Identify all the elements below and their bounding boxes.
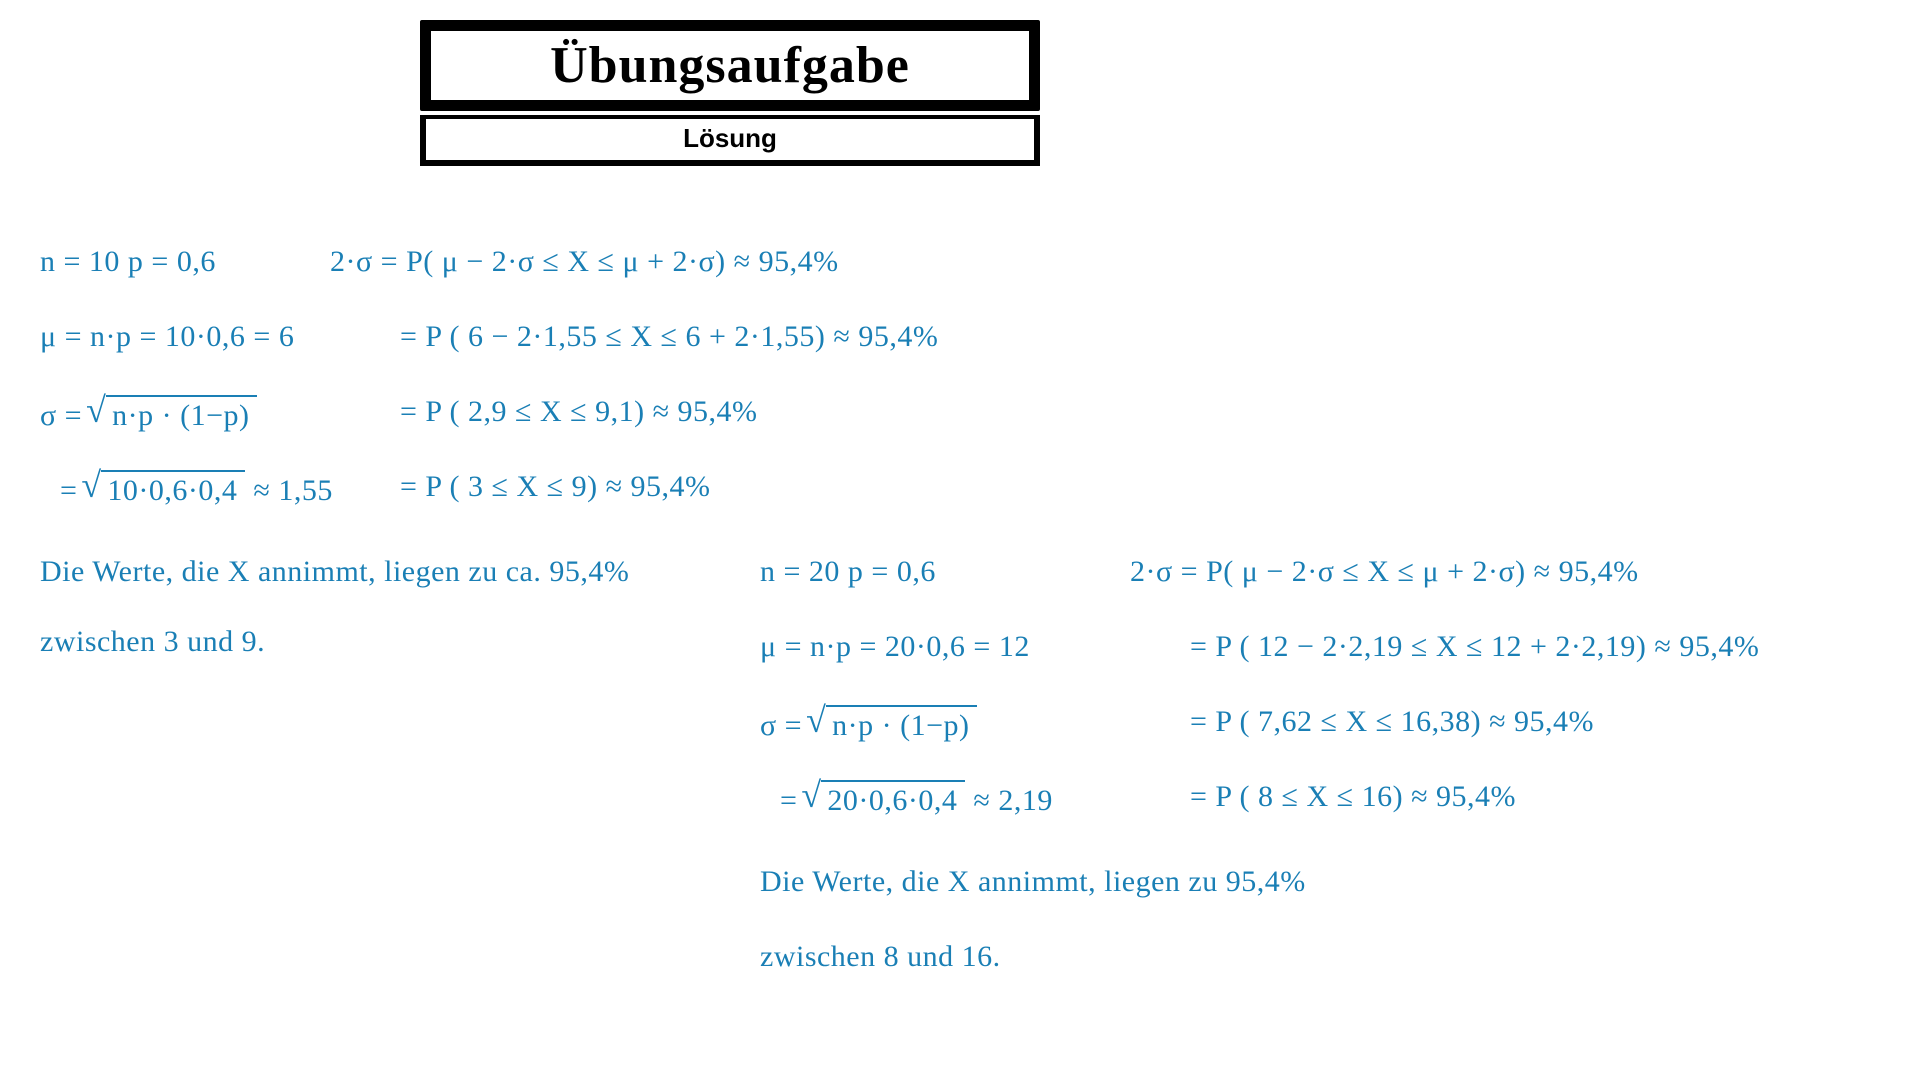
- b1-conclusion-1: Die Werte, die X annimmt, liegen zu ca. …: [40, 555, 629, 589]
- b1-sigma-rule: 2·σ = P( μ − 2·σ ≤ X ≤ μ + 2·σ) ≈ 95,4%: [330, 245, 839, 279]
- b1-sigma-rad: n·p · (1−p): [106, 395, 257, 433]
- title-frame: Übungsaufgabe: [420, 20, 1040, 111]
- b1-params: n = 10 p = 0,6: [40, 245, 216, 279]
- b2-p-sub3: = P ( 8 ≤ X ≤ 16) ≈ 95,4%: [1190, 780, 1516, 814]
- b1-sigma-approx: ≈ 1,55: [253, 474, 332, 507]
- b2-p-sub2: = P ( 7,62 ≤ X ≤ 16,38) ≈ 95,4%: [1190, 705, 1594, 739]
- b1-sigma-formula: σ = n·p · (1−p): [40, 395, 257, 433]
- header-block: Übungsaufgabe Lösung: [420, 20, 1040, 166]
- b1-sigma-eval-rad: 10·0,6·0,4: [101, 470, 245, 508]
- b2-sigma-rad: n·p · (1−p): [826, 705, 977, 743]
- b2-sigma-eval: = 20·0,6·0,4 ≈ 2,19: [780, 780, 1053, 818]
- b2-sigma-eval-rad: 20·0,6·0,4: [821, 780, 965, 818]
- page-title: Übungsaufgabe: [440, 36, 1020, 95]
- b1-sigma-pre: σ =: [40, 399, 82, 432]
- sqrt-icon: 10·0,6·0,4: [85, 470, 245, 508]
- b2-sigma-approx: ≈ 2,19: [973, 784, 1052, 817]
- b1-sigma-eq: =: [60, 474, 77, 507]
- sqrt-icon: n·p · (1−p): [90, 395, 257, 433]
- sqrt-icon: 20·0,6·0,4: [805, 780, 965, 818]
- b1-p-sub1: = P ( 6 − 2·1,55 ≤ X ≤ 6 + 2·1,55) ≈ 95,…: [400, 320, 938, 354]
- b2-params: n = 20 p = 0,6: [760, 555, 936, 589]
- b2-mu: μ = n·p = 20·0,6 = 12: [760, 630, 1030, 664]
- b2-p-sub1: = P ( 12 − 2·2,19 ≤ X ≤ 12 + 2·2,19) ≈ 9…: [1190, 630, 1759, 664]
- b2-sigma-pre: σ =: [760, 709, 802, 742]
- b1-p-sub2: = P ( 2,9 ≤ X ≤ 9,1) ≈ 95,4%: [400, 395, 758, 429]
- b1-p-sub3: = P ( 3 ≤ X ≤ 9) ≈ 95,4%: [400, 470, 711, 504]
- b2-sigma-formula: σ = n·p · (1−p): [760, 705, 977, 743]
- b2-conclusion-2: zwischen 8 und 16.: [760, 940, 1001, 974]
- b1-mu: μ = n·p = 10·0,6 = 6: [40, 320, 294, 354]
- subtitle-frame: Lösung: [420, 115, 1040, 166]
- sqrt-icon: n·p · (1−p): [810, 705, 977, 743]
- page-subtitle: Lösung: [426, 123, 1034, 154]
- b2-sigma-rule: 2·σ = P( μ − 2·σ ≤ X ≤ μ + 2·σ) ≈ 95,4%: [1130, 555, 1639, 589]
- b2-conclusion-1: Die Werte, die X annimmt, liegen zu 95,4…: [760, 865, 1306, 899]
- b1-conclusion-2: zwischen 3 und 9.: [40, 625, 265, 659]
- b2-sigma-eq: =: [780, 784, 797, 817]
- b1-sigma-eval: = 10·0,6·0,4 ≈ 1,55: [60, 470, 333, 508]
